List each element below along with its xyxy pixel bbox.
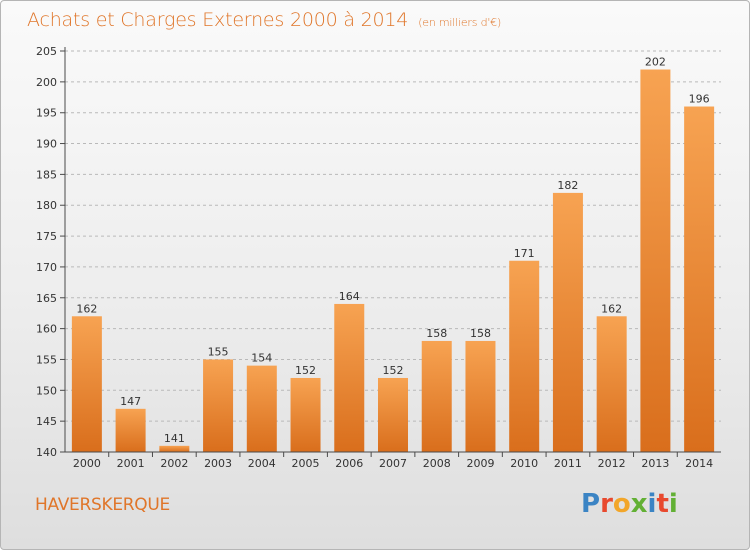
bar-value-label: 202 [645,56,666,69]
bar-value-label: 154 [251,352,272,365]
brand-letter: P [581,489,601,519]
y-tick-label: 180 [36,199,57,212]
x-tick-label: 2004 [248,457,276,470]
chart-title-text: Achats et Charges Externes 2000 à 2014 [27,9,409,31]
brand-letter: o [612,489,631,519]
y-tick-label: 140 [36,446,57,459]
bar [159,445,190,452]
bar [684,106,715,453]
bar [334,303,365,452]
x-tick-label: 2012 [598,457,626,470]
y-tick-label: 160 [36,323,57,336]
bar [115,408,146,452]
bar-value-label: 158 [426,327,447,340]
x-tick-label: 2000 [73,457,101,470]
x-tick-label: 2001 [117,457,145,470]
x-tick-label: 2010 [510,457,538,470]
bar-value-label: 158 [470,327,491,340]
x-tick-label: 2014 [685,457,713,470]
brand-letter: i [668,489,678,519]
y-tick-label: 195 [36,107,57,120]
bar [509,260,540,452]
y-tick-label: 170 [36,261,57,274]
bar-value-label: 162 [76,302,97,315]
y-tick-label: 190 [36,138,57,151]
x-tick-label: 2006 [335,457,363,470]
bar-value-label: 152 [383,364,404,377]
x-tick-label: 2002 [160,457,188,470]
town-name: HAVERSKERQUE [35,495,170,515]
y-tick-label: 185 [36,168,57,181]
bar [378,377,408,452]
bar-value-label: 147 [120,395,141,408]
bars [71,69,715,453]
labels: 1401451501551601651701751801851901952002… [36,45,713,470]
chart-subtitle: (en milliers d'€) [418,16,502,29]
x-tick-label: 2005 [292,457,320,470]
bar-value-label: 182 [557,179,578,192]
proxiti-logo: Proxiti [581,489,678,519]
bar [246,365,277,452]
bar-value-label: 196 [689,93,710,106]
x-tick-label: 2011 [554,457,582,470]
axes [60,47,721,457]
bar [552,192,583,452]
bar [290,377,321,452]
chart-title: Achats et Charges Externes 2000 à 2014 (e… [27,9,501,31]
bar-value-label: 141 [164,432,185,445]
y-tick-label: 200 [36,76,57,89]
bar-value-label: 164 [339,290,360,303]
bar [421,340,452,452]
x-tick-label: 2007 [379,457,407,470]
bar-value-label: 152 [295,364,316,377]
bar [596,316,627,452]
brand-letter: i [647,489,657,519]
y-tick-label: 165 [36,292,57,305]
bar [203,359,234,452]
y-tick-label: 150 [36,384,57,397]
x-tick-label: 2008 [423,457,451,470]
brand-letter: r [600,489,613,519]
x-tick-label: 2009 [466,457,494,470]
y-tick-label: 145 [36,415,57,428]
bar-value-label: 155 [208,345,229,358]
x-tick-label: 2013 [641,457,669,470]
bar [465,340,496,452]
bar-value-label: 162 [601,302,622,315]
bar [71,316,102,452]
bar [640,69,671,452]
y-tick-label: 175 [36,230,57,243]
brand-letter: t [656,489,669,519]
x-tick-label: 2003 [204,457,232,470]
y-tick-label: 155 [36,353,57,366]
bar-value-label: 171 [514,247,535,260]
brand-letter: x [630,489,648,519]
y-tick-label: 205 [36,45,57,58]
